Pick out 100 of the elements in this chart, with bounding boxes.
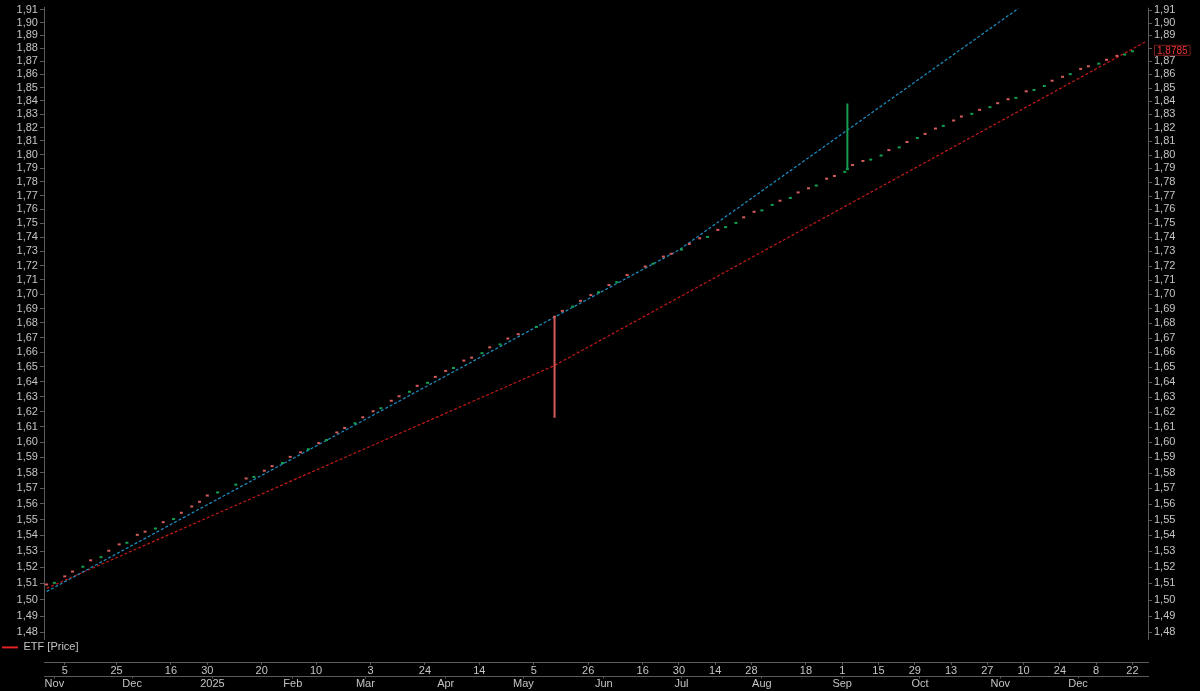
- x2-tick-label: Apr: [437, 677, 455, 690]
- candlestick: [288, 455, 292, 458]
- candlestick: [607, 284, 611, 287]
- candlestick: [952, 119, 956, 122]
- x2-tick-label: Sep: [832, 677, 852, 690]
- x2-tick-label: Feb: [283, 677, 303, 690]
- y-tick-label: 1,87: [16, 54, 38, 67]
- candlestick: [687, 242, 691, 245]
- y-tick-label: 1,71: [16, 272, 38, 285]
- y-tick-label: 1,68: [16, 316, 38, 329]
- candlestick: [1060, 75, 1064, 78]
- candlestick: [244, 477, 248, 480]
- text: ETF [Price]: [23, 640, 79, 653]
- x-tick-label: 25: [110, 663, 123, 676]
- y-tick-label: 1,85: [16, 80, 38, 93]
- candlestick: [488, 346, 492, 349]
- candlestick: [205, 494, 209, 497]
- candlestick: [752, 210, 756, 213]
- candlestick: [71, 570, 75, 573]
- candlestick: [280, 462, 284, 465]
- candlestick: [716, 228, 720, 231]
- candlestick: [534, 325, 538, 328]
- text: 1,61: [1154, 419, 1176, 432]
- text: 1,72: [1154, 258, 1176, 271]
- x-tick-label: 30: [201, 663, 214, 676]
- candlestick: [299, 451, 303, 454]
- y-tick-label: 1,76: [16, 202, 38, 215]
- text: 1,89: [1154, 28, 1176, 41]
- x-tick-label: 14: [473, 663, 486, 676]
- x-tick-label: 16: [164, 663, 178, 676]
- y-tick-label: 1,73: [16, 244, 38, 257]
- candlestick: [1024, 90, 1028, 93]
- candlestick: [625, 274, 629, 277]
- x2-tick-label: Jul: [674, 677, 689, 690]
- x-tick-label: 16: [636, 663, 649, 676]
- candlestick: [52, 581, 56, 584]
- x-tick-label: 29: [908, 663, 921, 676]
- text: 1,85: [1154, 80, 1176, 93]
- candlestick: [270, 465, 274, 468]
- candlestick: [444, 369, 448, 372]
- candlestick: [252, 475, 256, 478]
- candlestick: [571, 305, 575, 308]
- text: 1,69: [1154, 301, 1176, 314]
- candlestick: [216, 491, 220, 494]
- candlestick: [560, 309, 564, 312]
- candlestick: [832, 174, 836, 177]
- candlestick: [343, 426, 347, 429]
- candlestick: [1123, 53, 1127, 56]
- text: 1,86: [1154, 67, 1176, 80]
- candlestick: [553, 315, 557, 419]
- candlestick: [923, 132, 927, 135]
- candlestick: [1079, 67, 1083, 70]
- candlestick: [770, 203, 774, 206]
- y-tick-label: 1,70: [16, 287, 38, 300]
- x2-tick-label: Mar: [355, 677, 376, 690]
- candlestick: [415, 384, 419, 387]
- candlestick: [480, 352, 484, 355]
- x-tick-label: 14: [709, 663, 722, 676]
- candlestick: [615, 281, 619, 284]
- x-tick-label: 10: [309, 663, 323, 676]
- x-tick-label: 18: [799, 663, 813, 676]
- x-tick-label: 15: [872, 663, 885, 676]
- x2-tick-label: May: [513, 677, 535, 690]
- x-tick-label: 5: [530, 663, 537, 676]
- candlestick: [915, 136, 919, 139]
- candlestick: [788, 196, 792, 199]
- x-tick-label: 1: [839, 663, 846, 676]
- y-tick-label: 1,69: [16, 301, 38, 314]
- candlestick: [978, 108, 982, 111]
- y-tick-label: 1,90: [16, 15, 38, 28]
- candlestick: [680, 248, 684, 251]
- y-tick-label: 1,53: [16, 544, 38, 557]
- y-tick-label: 1,63: [16, 389, 38, 402]
- y-tick-label: 1,62: [16, 404, 38, 417]
- text: 1,80: [1154, 147, 1176, 160]
- candlestick: [589, 294, 593, 297]
- candlestick: [705, 235, 709, 238]
- text: 1,55: [1154, 512, 1176, 525]
- text: 1,83: [1154, 107, 1176, 120]
- candlestick: [125, 541, 129, 544]
- text: 1,8785: [1157, 44, 1189, 56]
- x-tick-label: 24: [1053, 663, 1067, 676]
- candlestick: [353, 422, 357, 425]
- candlestick: [851, 164, 855, 167]
- y-tick-label: 1,91: [16, 2, 38, 15]
- candlestick: [1006, 98, 1010, 101]
- candlestick: [796, 191, 800, 194]
- candlestick: [190, 505, 194, 508]
- candlestick: [869, 158, 873, 161]
- text: 1,75: [1154, 216, 1176, 229]
- candlestick: [371, 410, 375, 413]
- y-tick-label: 1,67: [16, 330, 38, 343]
- text: 1,73: [1154, 244, 1176, 257]
- text: 1,48: [1154, 625, 1176, 638]
- candlestick: [379, 407, 383, 410]
- y-tick-label: 1,60: [16, 435, 38, 448]
- candlestick: [988, 106, 992, 109]
- candlestick: [661, 255, 665, 258]
- text: 1,64: [1154, 374, 1176, 387]
- candlestick: [81, 565, 85, 568]
